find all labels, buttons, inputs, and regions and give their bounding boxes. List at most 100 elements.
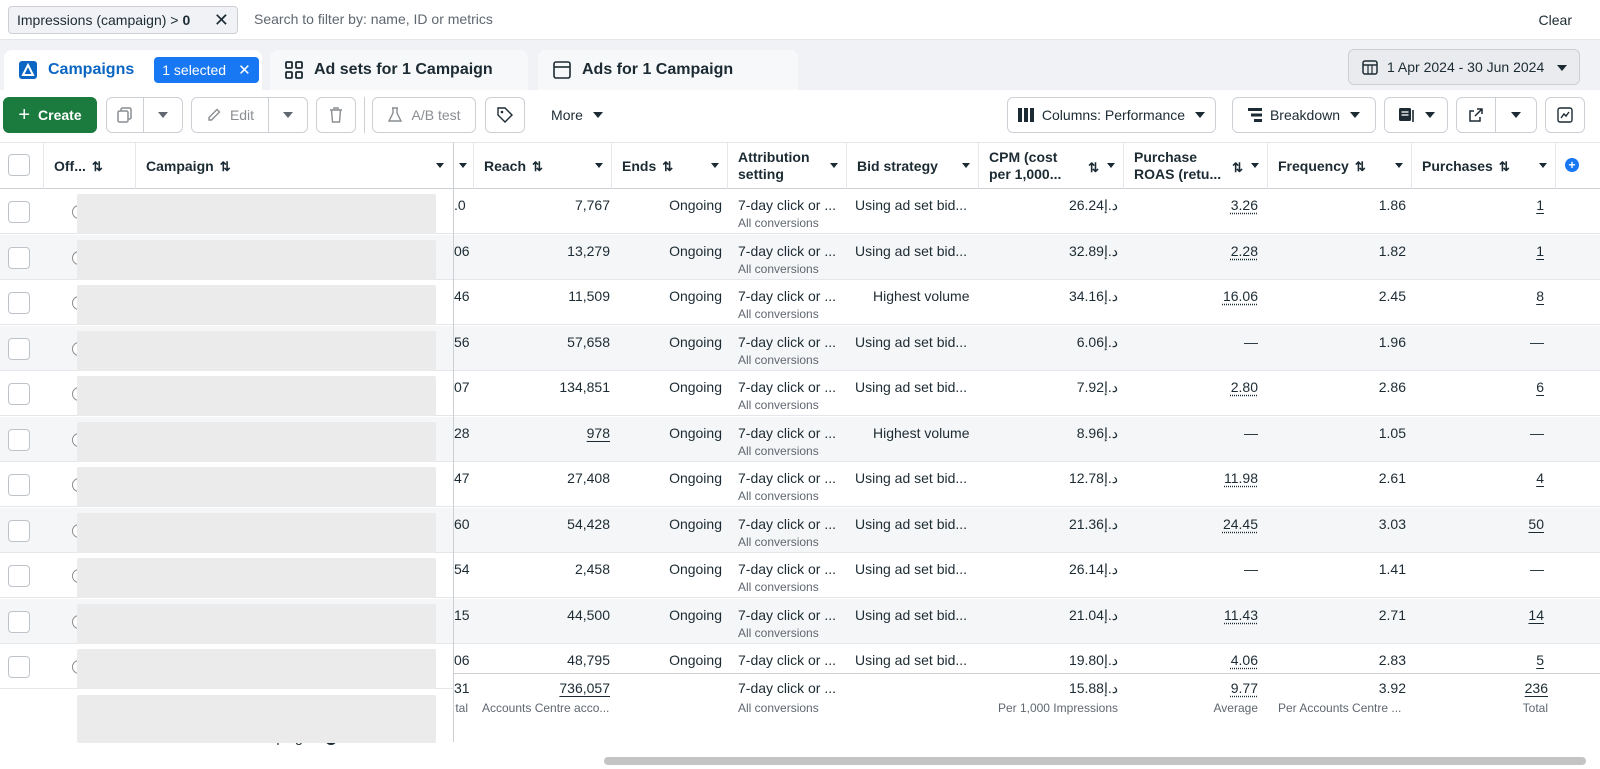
ends-cell: Ongoing — [669, 379, 722, 395]
purchases-value[interactable]: 50 — [1528, 515, 1544, 532]
table-row[interactable]: .0 7,767 Ongoing 7-day click or ... All conv… — [0, 189, 1600, 234]
ends-cell: Ongoing — [669, 561, 722, 577]
export-button[interactable] — [1456, 97, 1496, 133]
summary-attribution: 7-day click or ... — [738, 680, 837, 696]
redacted-campaign-name — [77, 467, 436, 507]
table-row[interactable]: 54 2,458 Ongoing 7-day click or ... All conv… — [0, 553, 1600, 598]
select-all-checkbox[interactable] — [8, 154, 30, 176]
frequency-cell: 1.86 — [1378, 197, 1406, 213]
reach-cell: 57,658 — [474, 326, 610, 371]
cpm-cell: 32.89د.إ — [1068, 242, 1118, 259]
charts-button[interactable] — [1545, 97, 1585, 133]
reports-button[interactable] — [1384, 97, 1448, 133]
table-row[interactable]: 07 134,851 Ongoing 7-day click or ... All co… — [0, 371, 1600, 416]
export-dropdown-button[interactable] — [1495, 97, 1537, 133]
attribution-cell: 7-day click or ... All conversions — [728, 235, 847, 280]
tab-ads[interactable]: Ads for 1 Campaign — [538, 50, 798, 90]
row-checkbox[interactable] — [8, 565, 30, 587]
row-checkbox[interactable] — [8, 383, 30, 405]
duplicate-dropdown-button[interactable] — [143, 97, 183, 133]
row-checkbox[interactable] — [8, 292, 30, 314]
column-header-off-on[interactable]: Off... ⇅ — [44, 143, 136, 189]
search-input[interactable]: Search to filter by: name, ID or metrics — [254, 11, 493, 27]
add-column-icon[interactable]: + — [1565, 158, 1579, 172]
purchases-value[interactable]: 1 — [1536, 197, 1544, 213]
attribution-sub: All conversions — [738, 625, 819, 640]
attribution-sub: All conversions — [738, 261, 819, 276]
column-header-purchases[interactable]: Purchases ⇅ — [1412, 143, 1556, 189]
more-button[interactable]: More — [537, 97, 617, 133]
frequency-cell: 3.03 — [1378, 515, 1406, 532]
ab-test-button[interactable]: A/B test — [372, 97, 476, 133]
table-row[interactable]: 46 11,509 Ongoing 7-day click or ... All con… — [0, 280, 1600, 325]
columns-label: Columns: Performance — [1041, 107, 1186, 123]
roas-value: 4.06 — [1230, 652, 1258, 668]
sort-icon[interactable]: ⇅ — [91, 158, 103, 174]
purchases-value[interactable]: 4 — [1536, 470, 1544, 486]
column-header-campaign[interactable]: Campaign ⇅ — [136, 143, 454, 189]
horizontal-scrollbar[interactable] — [604, 757, 1586, 765]
roas-cell: — — [1124, 553, 1258, 598]
close-icon[interactable]: ✕ — [213, 10, 229, 30]
selected-badge[interactable]: 1 selected ✕ — [154, 57, 259, 83]
row-checkbox[interactable] — [8, 474, 30, 496]
row-checkbox[interactable] — [8, 519, 30, 542]
column-header-hidden[interactable] — [454, 143, 474, 189]
row-checkbox[interactable] — [8, 428, 30, 451]
purchases-value[interactable]: 14 — [1528, 606, 1544, 623]
partial-value: 28 — [454, 424, 470, 441]
close-icon[interactable]: ✕ — [238, 62, 251, 79]
sort-icon[interactable]: ⇅ — [662, 158, 674, 174]
clear-button[interactable]: Clear — [1538, 12, 1572, 28]
table-row[interactable]: 47 27,408 Ongoing 7-day click or ... All con… — [0, 462, 1600, 507]
column-header-bid-strategy[interactable]: Bid strategy — [847, 143, 979, 189]
filter-chip[interactable]: Impressions (campaign) > 0 ✕ — [8, 6, 238, 34]
reach-value: 13,279 — [567, 242, 610, 259]
column-header-attribution-label: Attribution setting — [738, 149, 810, 182]
purchases-value[interactable]: 1 — [1536, 242, 1544, 259]
sort-icon[interactable]: ⇅ — [1498, 158, 1510, 174]
bid-strategy-cell: Using ad set bid... — [855, 470, 968, 486]
purchases-cell: — — [1412, 326, 1544, 371]
sort-icon[interactable]: ⇅ — [1232, 160, 1243, 175]
column-header-reach[interactable]: Reach ⇅ — [474, 143, 612, 189]
sort-icon[interactable]: ⇅ — [1088, 160, 1099, 175]
tag-button[interactable] — [485, 97, 525, 133]
attribution-cell: 7-day click or ... All conversions — [728, 553, 847, 598]
column-header-attribution[interactable]: Attribution setting — [728, 143, 847, 189]
edit-dropdown-button[interactable] — [268, 97, 308, 133]
create-button[interactable]: + Create — [3, 97, 97, 133]
column-header-ends[interactable]: Ends ⇅ — [612, 143, 728, 189]
purchases-cell: 1 — [1412, 189, 1544, 234]
purchases-value[interactable]: 6 — [1536, 379, 1544, 395]
sort-icon[interactable]: ⇅ — [532, 158, 543, 174]
filter-chip-label: Impressions (campaign) > — [17, 12, 179, 28]
edit-button[interactable]: Edit — [191, 97, 269, 133]
row-checkbox[interactable] — [8, 656, 30, 678]
row-checkbox[interactable] — [8, 201, 30, 223]
purchases-value[interactable]: 8 — [1536, 288, 1544, 304]
roas-value: 11.98 — [1224, 470, 1258, 486]
sort-icon[interactable]: ⇅ — [219, 158, 231, 174]
sort-icon[interactable]: ⇅ — [1354, 158, 1366, 174]
breakdown-button[interactable]: Breakdown — [1232, 97, 1376, 133]
row-checkbox[interactable] — [8, 610, 30, 633]
attribution-cell: 7-day click or ... All conversions — [728, 326, 847, 371]
attribution-sub: All conversions — [738, 307, 819, 321]
date-range-picker[interactable]: 1 Apr 2024 - 30 Jun 2024 — [1348, 49, 1580, 85]
purchases-value[interactable]: 5 — [1536, 652, 1544, 668]
redacted-campaign-name — [77, 694, 436, 743]
tab-adsets[interactable]: Ad sets for 1 Campaign — [270, 50, 528, 90]
column-header-campaign-label: Campaign — [146, 157, 214, 174]
tab-campaigns[interactable]: Campaigns 1 selected ✕ — [4, 50, 262, 90]
column-header-cpm[interactable]: CPM (cost per 1,000... ⇅ — [979, 143, 1124, 189]
row-checkbox[interactable] — [8, 246, 30, 269]
row-checkbox[interactable] — [8, 337, 30, 360]
column-header-roas[interactable]: Purchase ROAS (retu... ⇅ — [1124, 143, 1268, 189]
column-header-frequency[interactable]: Frequency ⇅ — [1268, 143, 1412, 189]
duplicate-button[interactable] — [106, 97, 144, 133]
delete-button[interactable] — [316, 97, 356, 133]
columns-button[interactable]: Columns: Performance — [1007, 97, 1216, 133]
frequency-cell: 2.86 — [1378, 379, 1406, 395]
attribution-cell: 7-day click or ... All conversions — [728, 280, 847, 325]
